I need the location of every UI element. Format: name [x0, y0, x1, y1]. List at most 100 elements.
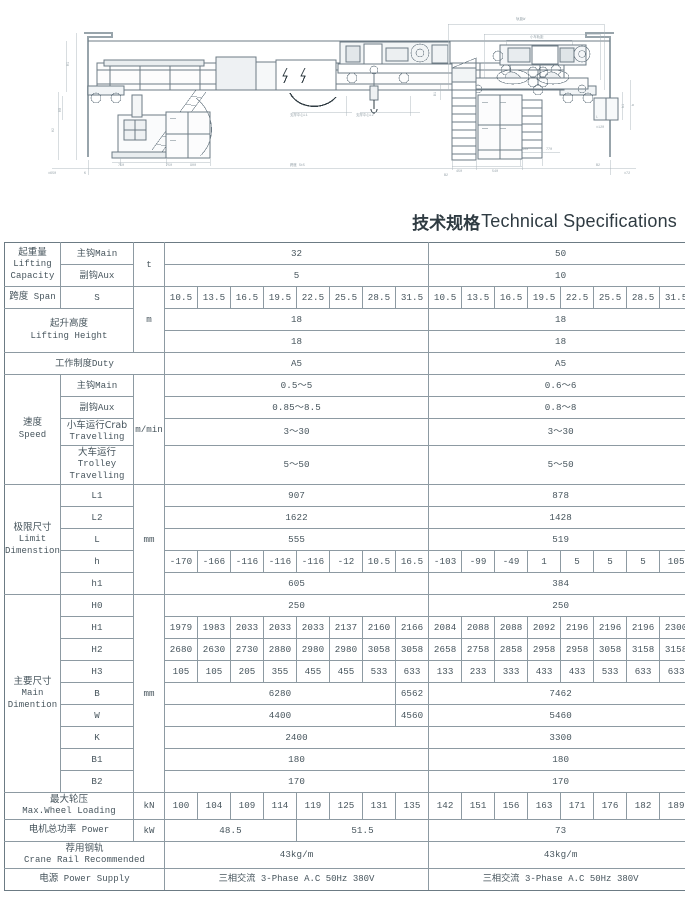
lifting-height-aux-50t: 18	[428, 330, 685, 353]
row-power: 电机总功率 Power kW 48.5 51.5 73	[4, 819, 685, 842]
speed-crab-50t: 3～30	[428, 418, 685, 446]
row-lifting-capacity-aux: 副钩Aux 5 10	[5, 264, 685, 287]
B1-32t: 180	[163, 748, 430, 771]
wheel-a-4: 114	[263, 792, 297, 820]
H3-a-7: 533	[362, 660, 396, 683]
row-limit-L: L 555 519	[5, 528, 685, 551]
L2-32t: 1622	[163, 506, 430, 529]
svg-text:小车轨距: 小车轨距	[530, 34, 544, 40]
label-speed-aux-hook: 副钩Aux	[60, 396, 134, 419]
h-a-1: -170	[164, 550, 198, 573]
h-a-2: -166	[197, 550, 231, 573]
wheel-a-7: 131	[362, 792, 396, 820]
wheel-b-7: 182	[626, 792, 661, 820]
h1-32t: 605	[163, 572, 430, 595]
unit-metre: m	[133, 286, 165, 353]
wheel-b-6: 176	[593, 792, 628, 820]
H3-b-1: 133	[428, 660, 463, 683]
symbol-L2: L2	[60, 506, 134, 529]
span-b-7: 28.5	[626, 286, 661, 309]
row-main-H1: H1 1979 1983 2033 2033 2033 2137 2160 21…	[5, 616, 685, 639]
symbol-h: h	[60, 550, 134, 573]
end-elevation-view: 轨距W 小车轨距	[434, 16, 605, 178]
h1-50t: 384	[428, 572, 685, 595]
speed-aux-50t: 0.8～8	[428, 396, 685, 419]
power-supply-50t-voltage: 380V	[616, 874, 639, 885]
W-32t-max-span: 4560	[394, 704, 430, 727]
span-b-8: 31.5	[659, 286, 685, 309]
side-elevation-view: H1 H0 H2 750 750 900 ±650 K 跨度 S±5 B2 ±7…	[48, 31, 636, 176]
label-max-wheel-loading: 最大轮压 Max.Wheel Loading	[4, 792, 134, 820]
wheel-a-8: 135	[394, 792, 430, 820]
svg-text:B2: B2	[596, 164, 600, 168]
row-main-H0: 主要尺寸 Main Dimention H0 mm 250 250	[4, 594, 685, 793]
H1-b-2: 2088	[461, 616, 496, 639]
symbol-L1: L1	[60, 484, 134, 507]
label-lifting-height: 起升高度 Lifting Height	[4, 308, 134, 353]
capacity-main-32t: 32	[163, 242, 430, 265]
row-crane-rail: 荐用钢轨 Crane Rail Recommended 43kg/m 43kg/…	[4, 841, 685, 869]
row-power-supply: 电源 Power Supply 三相交流 3-Phase A.C 50Hz 38…	[4, 868, 685, 891]
H2-a-7: 3058	[362, 638, 396, 661]
H3-a-6: 455	[329, 660, 363, 683]
h-a-5: -116	[296, 550, 330, 573]
label-main-dimension: 主要尺寸 Main Dimention	[4, 594, 61, 793]
power-supply-32t-voltage: 380V	[352, 874, 375, 885]
svg-text:支撑中心L1: 支撑中心L1	[290, 112, 308, 118]
unit-kw: kW	[133, 819, 165, 842]
L1-32t: 907	[163, 484, 430, 507]
row-limit-L1: 极限尺寸 Limit Dimenstion L1 mm 907 878	[4, 484, 685, 595]
K-50t: 3300	[428, 726, 685, 749]
svg-text:±650: ±650	[48, 172, 56, 176]
symbol-H2: H2	[60, 638, 134, 661]
crane-rail-32t: 43kg/m	[163, 841, 430, 869]
H1-b-5: 2196	[560, 616, 595, 639]
span-a-7: 28.5	[362, 286, 396, 309]
row-wheel-loading: 最大轮压 Max.Wheel Loading kN 100 104 109 11…	[4, 792, 685, 820]
span-b-6: 25.5	[593, 286, 628, 309]
svg-text:±120: ±120	[596, 126, 604, 130]
H1-a-5: 2033	[296, 616, 330, 639]
span-b-3: 16.5	[494, 286, 529, 309]
symbol-H1: H1	[60, 616, 134, 639]
wheel-b-5: 171	[560, 792, 595, 820]
row-speed-trolley: 大车运行 Trolley Travelling 5～50 5～50	[5, 445, 685, 485]
H2-a-3: 2730	[230, 638, 264, 661]
svg-text:750: 750	[166, 164, 172, 168]
H3-a-5: 455	[296, 660, 330, 683]
H3-a-3: 205	[230, 660, 264, 683]
h-a-8: 16.5	[394, 550, 430, 573]
row-limit-h: h -170 -166 -116 -116 -116 -12 10.5 16.5…	[5, 550, 685, 573]
section-title: 技术规格 Technical Specifications	[0, 200, 685, 242]
svg-text:B1: B1	[434, 92, 438, 96]
H3-b-5: 433	[560, 660, 595, 683]
B-50t: 7462	[428, 682, 685, 705]
wheel-b-8: 189	[659, 792, 685, 820]
K-32t: 2400	[163, 726, 430, 749]
symbol-H3: H3	[60, 660, 134, 683]
H0-50t: 250	[428, 594, 685, 617]
H3-b-8: 633	[659, 660, 685, 683]
speed-main-50t: 0.6～6	[428, 374, 685, 397]
H0-32t: 250	[163, 594, 430, 617]
B1-50t: 180	[428, 748, 685, 771]
power-supply-50t: 三相交流 3-Phase A.C 50Hz 380V	[428, 868, 685, 891]
wheel-a-3: 109	[230, 792, 264, 820]
h-b-2: -99	[461, 550, 496, 573]
row-main-H3: H3 105 105 205 355 455 455 533 633 133 2…	[5, 660, 685, 683]
speed-main-32t: 0.5～5	[163, 374, 430, 397]
H2-b-1: 2658	[428, 638, 463, 661]
row-main-W: W 4400 4560 5460	[5, 704, 685, 727]
label-crane-rail: 荐用钢轨 Crane Rail Recommended	[4, 841, 165, 869]
row-main-B1: B1 180 180	[5, 748, 685, 771]
span-a-6: 25.5	[329, 286, 363, 309]
unit-tonne: t	[133, 242, 165, 287]
svg-text:h1: h1	[621, 104, 626, 108]
H3-a-1: 105	[164, 660, 198, 683]
unit-kn: kN	[133, 792, 165, 820]
wheel-a-5: 119	[296, 792, 330, 820]
crane-rail-50t: 43kg/m	[428, 841, 685, 869]
row-main-H2: H2 2680 2630 2730 2880 2980 2980 3058 30…	[5, 638, 685, 661]
wheel-b-2: 151	[461, 792, 496, 820]
h-b-1: -103	[428, 550, 463, 573]
